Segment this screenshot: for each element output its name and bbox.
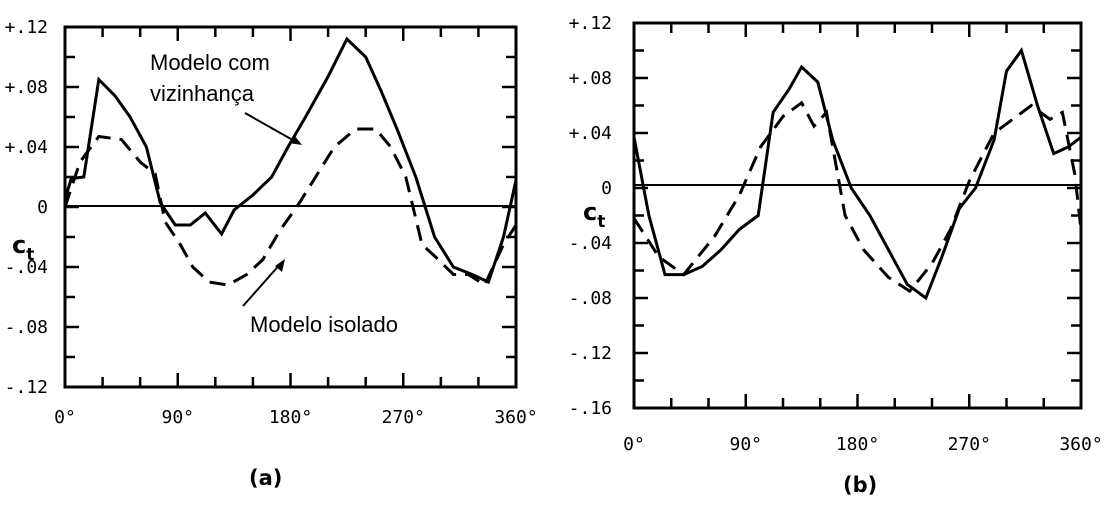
panel-b-ylabel-main: c (583, 198, 597, 226)
y-tick-label: +.12 (5, 17, 48, 38)
panel-b-x-tick-labels: 0° 90° 180° 270° 360° (623, 434, 1103, 455)
x-tick-label: 90° (729, 434, 762, 455)
series-line-dashed (632, 100, 1083, 294)
panel-a-label: (a) (249, 466, 282, 490)
panel-a-y-tick-labels: +.12 +.08 +.04 0 -.04 -.08 -.12 (5, 17, 48, 398)
annotation-modelo-com-vizinhanca: Modelo com vizinhança (150, 50, 276, 106)
series-line-dashed (63, 127, 518, 288)
chart-panel-b: +.12 +.08 +.04 0 -.04 -.08 -.12 -.16 0° 90° 180° 2… (569, 13, 1103, 497)
annotation-modelo-com-vizinhanca-line-1: Modelo com (150, 50, 270, 75)
panel-a-ylabel-subscript: t (26, 245, 34, 265)
y-tick-label: +.08 (569, 68, 612, 89)
y-tick-label: -.04 (569, 233, 612, 254)
y-tick-label: -.08 (5, 317, 48, 338)
y-tick-label: +.04 (5, 137, 48, 158)
y-tick-label: -.12 (5, 377, 48, 398)
arrow-modelo-com-vizinhanca (244, 112, 299, 144)
x-tick-label: 180° (269, 407, 312, 428)
series-line-solid (632, 47, 1082, 301)
chart-panel-a: +.12 +.08 +.04 0 -.04 -.08 -.12 0° 90° 180° 270° 3… (5, 17, 538, 490)
y-tick-label: -.16 (569, 398, 612, 419)
series-line-solid (63, 36, 518, 285)
panel-b-ylabel-subscript: t (597, 212, 605, 232)
y-tick-label: -.04 (5, 257, 48, 278)
y-tick-label: 0 (37, 197, 48, 218)
arrowhead-modelo-com-vizinhanca (289, 135, 302, 145)
panel-a-series (63, 36, 518, 288)
x-tick-label: 270° (948, 434, 991, 455)
panel-a-ticks (63, 25, 518, 389)
panel-a-x-tick-labels: 0° 90° 180° 270° 360° (54, 407, 538, 428)
panel-b-label: (b) (843, 473, 877, 497)
x-tick-label: 180° (836, 434, 879, 455)
annotation-modelo-isolado: Modelo isolado (250, 312, 398, 337)
x-tick-label: 0° (623, 434, 645, 455)
y-tick-label: -.12 (569, 343, 612, 364)
y-tick-label: -.08 (569, 288, 612, 309)
panel-b-y-tick-labels: +.12 +.08 +.04 0 -.04 -.08 -.12 -.16 (569, 13, 612, 419)
x-tick-label: 90° (161, 407, 194, 428)
panel-a-ylabel-main: c (12, 231, 26, 259)
annotation-modelo-com-vizinhanca-line-2: vizinhança (150, 81, 255, 106)
y-tick-label: +.12 (569, 13, 612, 34)
x-tick-label: 360° (494, 407, 537, 428)
y-tick-label: +.08 (5, 77, 48, 98)
panel-b-ylabel: ct (583, 198, 605, 232)
x-tick-label: 0° (54, 407, 76, 428)
panel-b-series (632, 47, 1083, 301)
y-tick-label: 0 (601, 178, 612, 199)
y-tick-label: +.04 (569, 123, 612, 144)
arrowhead-modelo-isolado (275, 259, 285, 272)
panel-b-plot-frame (632, 21, 1083, 410)
panel-a-ylabel: ct (12, 231, 34, 265)
panel-b-ticks (632, 21, 1083, 410)
x-tick-label: 360° (1059, 434, 1102, 455)
arrow-modelo-isolado (242, 261, 283, 307)
x-tick-label: 270° (382, 407, 425, 428)
